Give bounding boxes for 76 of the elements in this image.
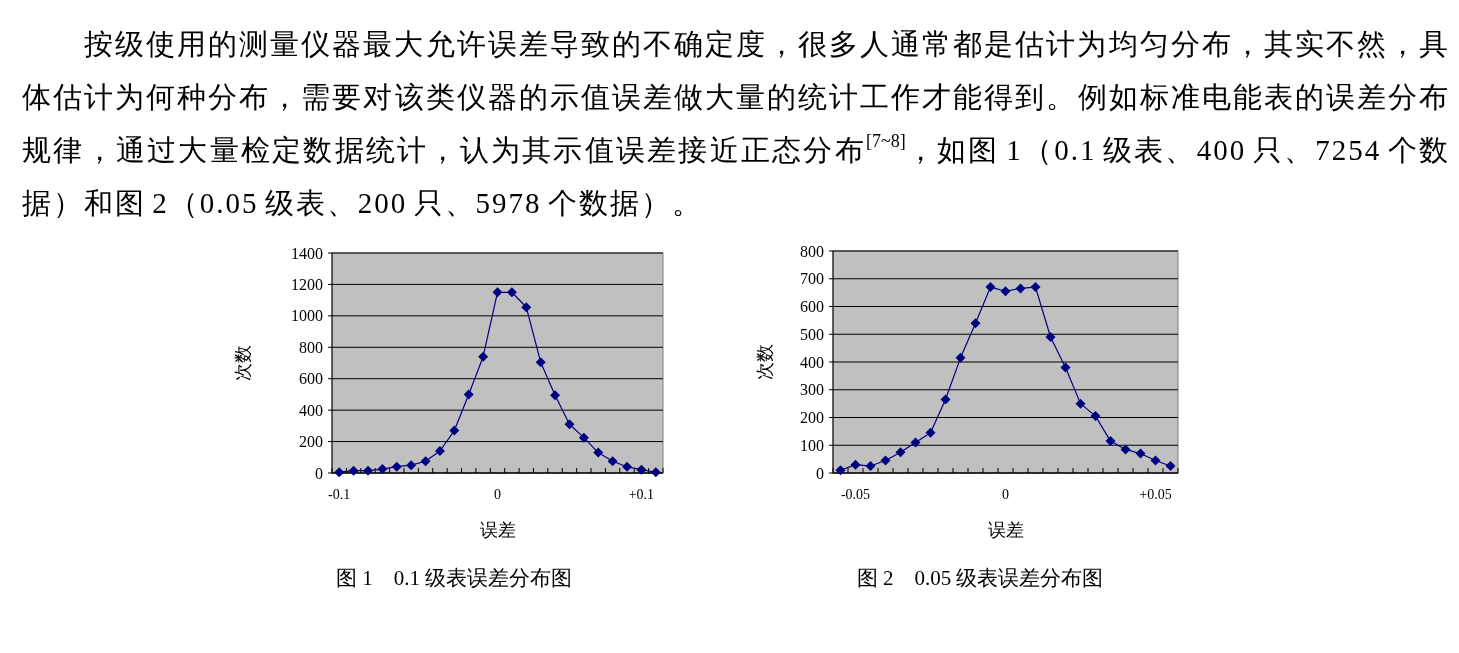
point	[478, 351, 489, 362]
y-tick-label: 1200	[291, 275, 323, 293]
point	[1000, 286, 1011, 297]
point	[895, 447, 906, 458]
point	[1120, 444, 1131, 455]
point	[1060, 362, 1071, 373]
point	[578, 432, 589, 443]
y-tick-label: 600	[299, 370, 323, 388]
point	[955, 352, 966, 363]
point	[391, 461, 402, 472]
point	[1030, 282, 1041, 293]
text: 图 2 0.05 级表误差分布图	[856, 566, 1104, 590]
point	[1105, 436, 1116, 447]
text: 按级使用的测量仪器最大允许误差导致的不确定度，很多人通常都是估计为均匀分布，其实不然，具体估计为何种分布，需要对该类仪器的示值误差做大量的统计工作才能得到。例如标准电能表的误差分布规律，通过大量检定数据统计，认为其示值误差接近正态分布$^{[7~8]}$，如图 1（0.1 级表、400 只、7254 个数据）和图 2（0.05 级表、200 只、5978 个数据）。	[22, 28, 1451, 219]
point	[420, 456, 431, 467]
y-tick-label: 0	[315, 464, 323, 482]
x-tick-label: 0	[494, 486, 501, 502]
y-tick-label: 0	[816, 464, 824, 482]
y-tick-label: 1400	[291, 244, 323, 262]
y-tick-label: 300	[800, 381, 824, 399]
point	[492, 287, 503, 298]
point	[348, 465, 359, 476]
point	[434, 446, 445, 456]
point	[550, 390, 561, 401]
y-tick-label: 400	[800, 353, 824, 371]
point	[564, 419, 575, 430]
point	[1150, 455, 1161, 466]
point	[593, 447, 604, 458]
point	[334, 467, 345, 478]
point	[607, 456, 618, 467]
y-tick-label: 700	[800, 270, 824, 288]
point	[406, 460, 417, 471]
point	[1075, 398, 1086, 409]
point	[970, 318, 981, 329]
point	[1090, 411, 1101, 422]
y-tick-label: 500	[800, 325, 824, 343]
x-tick-label: 0	[1002, 486, 1009, 502]
point	[650, 467, 661, 478]
x-axis-title: 误差	[987, 520, 1024, 540]
y-tick-label: 400	[299, 401, 323, 419]
point	[925, 427, 936, 438]
x-tick-label: -0.05	[840, 486, 871, 502]
point	[1015, 283, 1026, 294]
point	[362, 465, 373, 476]
point	[910, 437, 921, 448]
point	[377, 464, 388, 475]
y-axis-title: 次数	[755, 344, 775, 380]
y-tick-label: 100	[800, 436, 824, 454]
point	[449, 425, 460, 436]
point	[463, 389, 474, 400]
x-tick-label: +0.1	[628, 486, 655, 502]
point	[622, 461, 633, 472]
point	[985, 282, 996, 293]
y-tick-label: 200	[800, 409, 824, 426]
x-tick-label: +0.05	[1139, 486, 1172, 502]
point	[940, 394, 951, 405]
y-axis-title: 次数	[233, 345, 253, 381]
x-tick-label: -0.1	[328, 486, 351, 502]
point	[521, 302, 532, 313]
point	[506, 287, 517, 298]
y-tick-label: 200	[299, 433, 323, 451]
text: 图 1 0.1 级表误差分布图	[335, 566, 573, 590]
y-tick-label: 600	[800, 298, 824, 315]
point	[865, 461, 876, 472]
y-tick-label: 1000	[291, 307, 323, 325]
y-tick-label: 800	[299, 338, 323, 356]
point	[880, 455, 891, 466]
point	[636, 464, 647, 475]
point	[535, 357, 546, 368]
y-tick-label: 800	[800, 242, 824, 260]
point	[1165, 461, 1176, 472]
point	[1045, 332, 1056, 343]
point	[850, 459, 861, 470]
point	[1135, 448, 1146, 459]
x-axis-title: 误差	[479, 520, 516, 540]
point	[835, 465, 846, 476]
